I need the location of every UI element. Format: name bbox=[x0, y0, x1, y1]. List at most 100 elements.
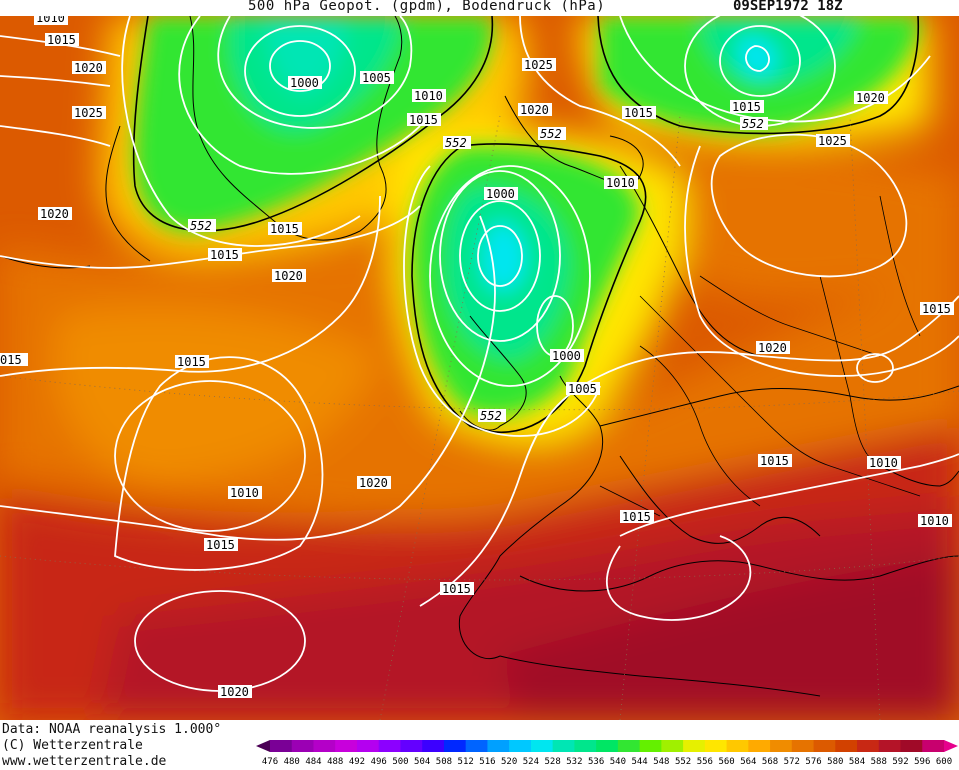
colorbar-tick-label: 588 bbox=[871, 757, 887, 767]
chart-title: 500 hPa Geopot. (gpdm), Bodendruck (hPa) bbox=[248, 0, 606, 14]
isobar-label: 1015 bbox=[175, 355, 209, 369]
colorbar-tick-label: 508 bbox=[436, 757, 452, 767]
colorbar-tick-label: 536 bbox=[588, 757, 604, 767]
colorbar-swatch bbox=[704, 740, 728, 752]
svg-text:1000: 1000 bbox=[486, 187, 515, 201]
isobar-label: 1020 bbox=[756, 341, 790, 355]
colorbar-tick-label: 524 bbox=[523, 757, 539, 767]
isobar-label: 1015 bbox=[208, 248, 242, 262]
colorbar-tick-label: 540 bbox=[610, 757, 626, 767]
isobar-label: 1015 bbox=[440, 582, 474, 596]
colorbar-tick-label: 596 bbox=[914, 757, 930, 767]
colorbar-swatch bbox=[487, 740, 510, 752]
isobar-label: 1000 bbox=[288, 76, 322, 90]
colorbar-tick-label: 544 bbox=[631, 757, 647, 767]
colorbar-swatch bbox=[878, 740, 902, 752]
isobar-label: 1015 bbox=[268, 222, 302, 236]
colorbar-tick-label: 500 bbox=[392, 757, 408, 767]
isobar-label: 1015 bbox=[730, 100, 764, 114]
colorbar-swatch bbox=[835, 740, 858, 752]
website-link[interactable]: www.wetterzentrale.de bbox=[2, 754, 167, 769]
colorbar-tick-label: 572 bbox=[784, 757, 800, 767]
geopotential-552-contours bbox=[132, 16, 920, 434]
isobar-label: 1015 bbox=[407, 113, 441, 127]
svg-text:1015: 1015 bbox=[732, 100, 761, 114]
svg-text:1020: 1020 bbox=[74, 61, 103, 75]
colorbar-tick-label: 512 bbox=[458, 757, 474, 767]
chart-datetime: 09SEP1972 18Z bbox=[733, 0, 843, 14]
map-area: 552 552 552 552 552 1010 1015 1020 1025 … bbox=[0, 16, 959, 720]
colorbar-swatch bbox=[639, 740, 662, 752]
colorbar: 476 480 484 488 492 496 500 504 508 512 516 520 524 5… bbox=[256, 740, 958, 770]
colorbar-tick-label: 556 bbox=[697, 757, 713, 767]
geo-label: 552 bbox=[480, 409, 502, 423]
colorbar-tick-label: 576 bbox=[805, 757, 821, 767]
svg-text:1020: 1020 bbox=[856, 91, 885, 105]
colorbar-swatch bbox=[400, 740, 423, 752]
colorbar-swatch bbox=[574, 740, 597, 752]
colorbar-swatch bbox=[422, 740, 445, 752]
isobar-label: 1005 bbox=[360, 71, 394, 85]
chart-header: 500 hPa Geopot. (gpdm), Bodendruck (hPa)… bbox=[0, 0, 959, 18]
colorbar-tick-label: 580 bbox=[827, 757, 843, 767]
colorbar-swatch bbox=[291, 740, 314, 752]
colorbar-tick-label: 528 bbox=[545, 757, 561, 767]
svg-text:1010: 1010 bbox=[230, 486, 259, 500]
isobar-label: 1025 bbox=[816, 134, 850, 148]
colorbar-tick-label: 520 bbox=[501, 757, 517, 767]
isobar-labels: 1010 1015 1020 1025 1000 1005 1010 1015 … bbox=[0, 16, 954, 699]
svg-text:1015: 1015 bbox=[409, 113, 438, 127]
svg-text:1010: 1010 bbox=[606, 176, 635, 190]
isobar-label: 1010 bbox=[918, 514, 952, 528]
colorbar-swatch bbox=[813, 740, 836, 752]
colorbar-swatch bbox=[378, 740, 401, 752]
colorbar-swatch bbox=[335, 740, 358, 752]
svg-text:1005: 1005 bbox=[568, 382, 597, 396]
isobar-label: 1015 bbox=[622, 106, 656, 120]
svg-text:1015: 1015 bbox=[210, 248, 239, 262]
colorbar-swatch bbox=[748, 740, 771, 752]
low-geopotential-regions bbox=[134, 16, 920, 416]
svg-text:1000: 1000 bbox=[552, 349, 581, 363]
colorbar-tick-label: 600 bbox=[936, 757, 952, 767]
isobar-label: 1020 bbox=[72, 61, 106, 75]
colorbar-tick-label: 484 bbox=[305, 757, 321, 767]
colorbar-swatch bbox=[857, 740, 880, 752]
colorbar-tick-label: 552 bbox=[675, 757, 691, 767]
isobar-label: 1025 bbox=[72, 106, 106, 120]
isobar-label: 1010 bbox=[412, 89, 446, 103]
map-svg: 552 552 552 552 552 1010 1015 1020 1025 … bbox=[0, 16, 959, 720]
credits: Data: NOAA reanalysis 1.000° (C) Wetterz… bbox=[2, 722, 221, 770]
colorbar-tick-label: 516 bbox=[479, 757, 495, 767]
svg-text:1020: 1020 bbox=[758, 341, 787, 355]
geo-label: 552 bbox=[190, 219, 212, 233]
colorbar-tick-label: 492 bbox=[349, 757, 365, 767]
colorbar-svg: 476 480 484 488 492 496 500 504 508 512 516 520 524 5… bbox=[256, 740, 958, 767]
isobar-label: 1015 bbox=[204, 538, 238, 552]
svg-text:1015: 1015 bbox=[622, 510, 651, 524]
colorbar-swatch bbox=[791, 740, 815, 752]
geo-label: 552 bbox=[540, 127, 562, 141]
isobar-label: 1015 bbox=[920, 302, 954, 316]
isobar-label: 1010 bbox=[34, 16, 68, 25]
svg-text:1025: 1025 bbox=[818, 134, 847, 148]
isobar-label: 1025 bbox=[522, 58, 556, 72]
geo-label: 552 bbox=[445, 136, 467, 150]
colorbar-swatch bbox=[509, 740, 532, 752]
geopotential-labels: 552 552 552 552 552 bbox=[188, 117, 768, 423]
svg-text:1015: 1015 bbox=[270, 222, 299, 236]
svg-text:1015: 1015 bbox=[47, 33, 76, 47]
svg-text:1005: 1005 bbox=[362, 71, 391, 85]
colorbar-tick-label: 504 bbox=[414, 757, 430, 767]
isobar-label: 1020 bbox=[357, 476, 391, 490]
colorbar-swatch bbox=[356, 740, 380, 752]
svg-text:1015: 1015 bbox=[760, 454, 789, 468]
svg-text:015: 015 bbox=[0, 353, 22, 367]
borders bbox=[599, 195, 921, 517]
colorbar-swatch bbox=[617, 740, 641, 752]
isobar-label: 1010 bbox=[604, 176, 638, 190]
isobar-label: 1010 bbox=[867, 456, 901, 470]
svg-text:1020: 1020 bbox=[520, 103, 549, 117]
colorbar-swatch bbox=[443, 740, 467, 752]
